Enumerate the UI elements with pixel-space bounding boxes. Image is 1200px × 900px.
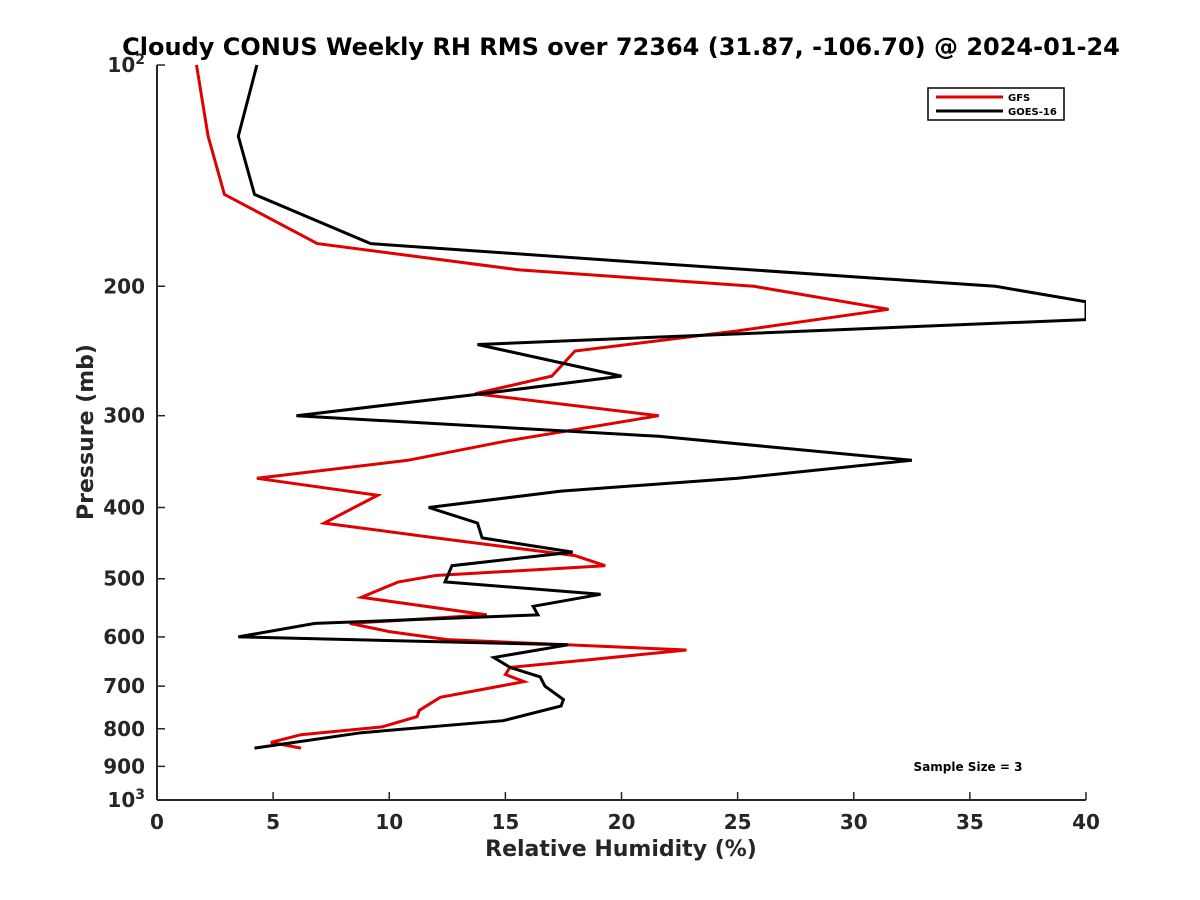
y-tick-label: 400 [103,496,145,520]
series-line-goes-16 [236,64,1086,750]
x-tick-label: 30 [840,810,868,834]
legend-label: GFS [1008,93,1030,104]
y-tick-label: 600 [103,625,145,649]
y-tick-label: 102 [107,52,145,77]
y-tick-label: 800 [103,717,145,741]
y-tick-label: 900 [103,754,145,778]
y-tick-label: 200 [103,274,145,298]
x-ticks: 0 5 10 15 20 25 30 35 40 [150,792,1100,834]
y-tick-label: 500 [103,567,145,591]
x-tick-label: 10 [375,810,403,834]
y-tick-label: 103 [107,787,145,812]
legend-label: GOES-16 [1008,107,1057,118]
legend: GFS GOES-16 [927,87,1065,121]
chart-title: Cloudy CONUS Weekly RH RMS over 72364 (3… [122,33,1120,61]
y-tick-label: 300 [103,404,145,428]
y-axis-title: Pressure (mb) [74,344,99,520]
x-tick-label: 15 [491,810,519,834]
series-line-gfs [195,64,889,750]
sample-size-annotation: Sample Size = 3 [914,760,1023,774]
x-tick-label: 40 [1072,810,1100,834]
x-tick-label: 5 [266,810,280,834]
y-ticks: 102 200 300 400 500 600 700 800 900 103 [103,52,165,812]
x-tick-label: 35 [956,810,984,834]
x-tick-label: 20 [608,810,636,834]
y-tick-label: 700 [103,674,145,698]
legend-box [927,87,1065,121]
plot-area [195,64,1086,750]
x-tick-label: 25 [724,810,752,834]
x-axis-title: Relative Humidity (%) [485,837,757,862]
x-tick-label: 0 [150,810,164,834]
